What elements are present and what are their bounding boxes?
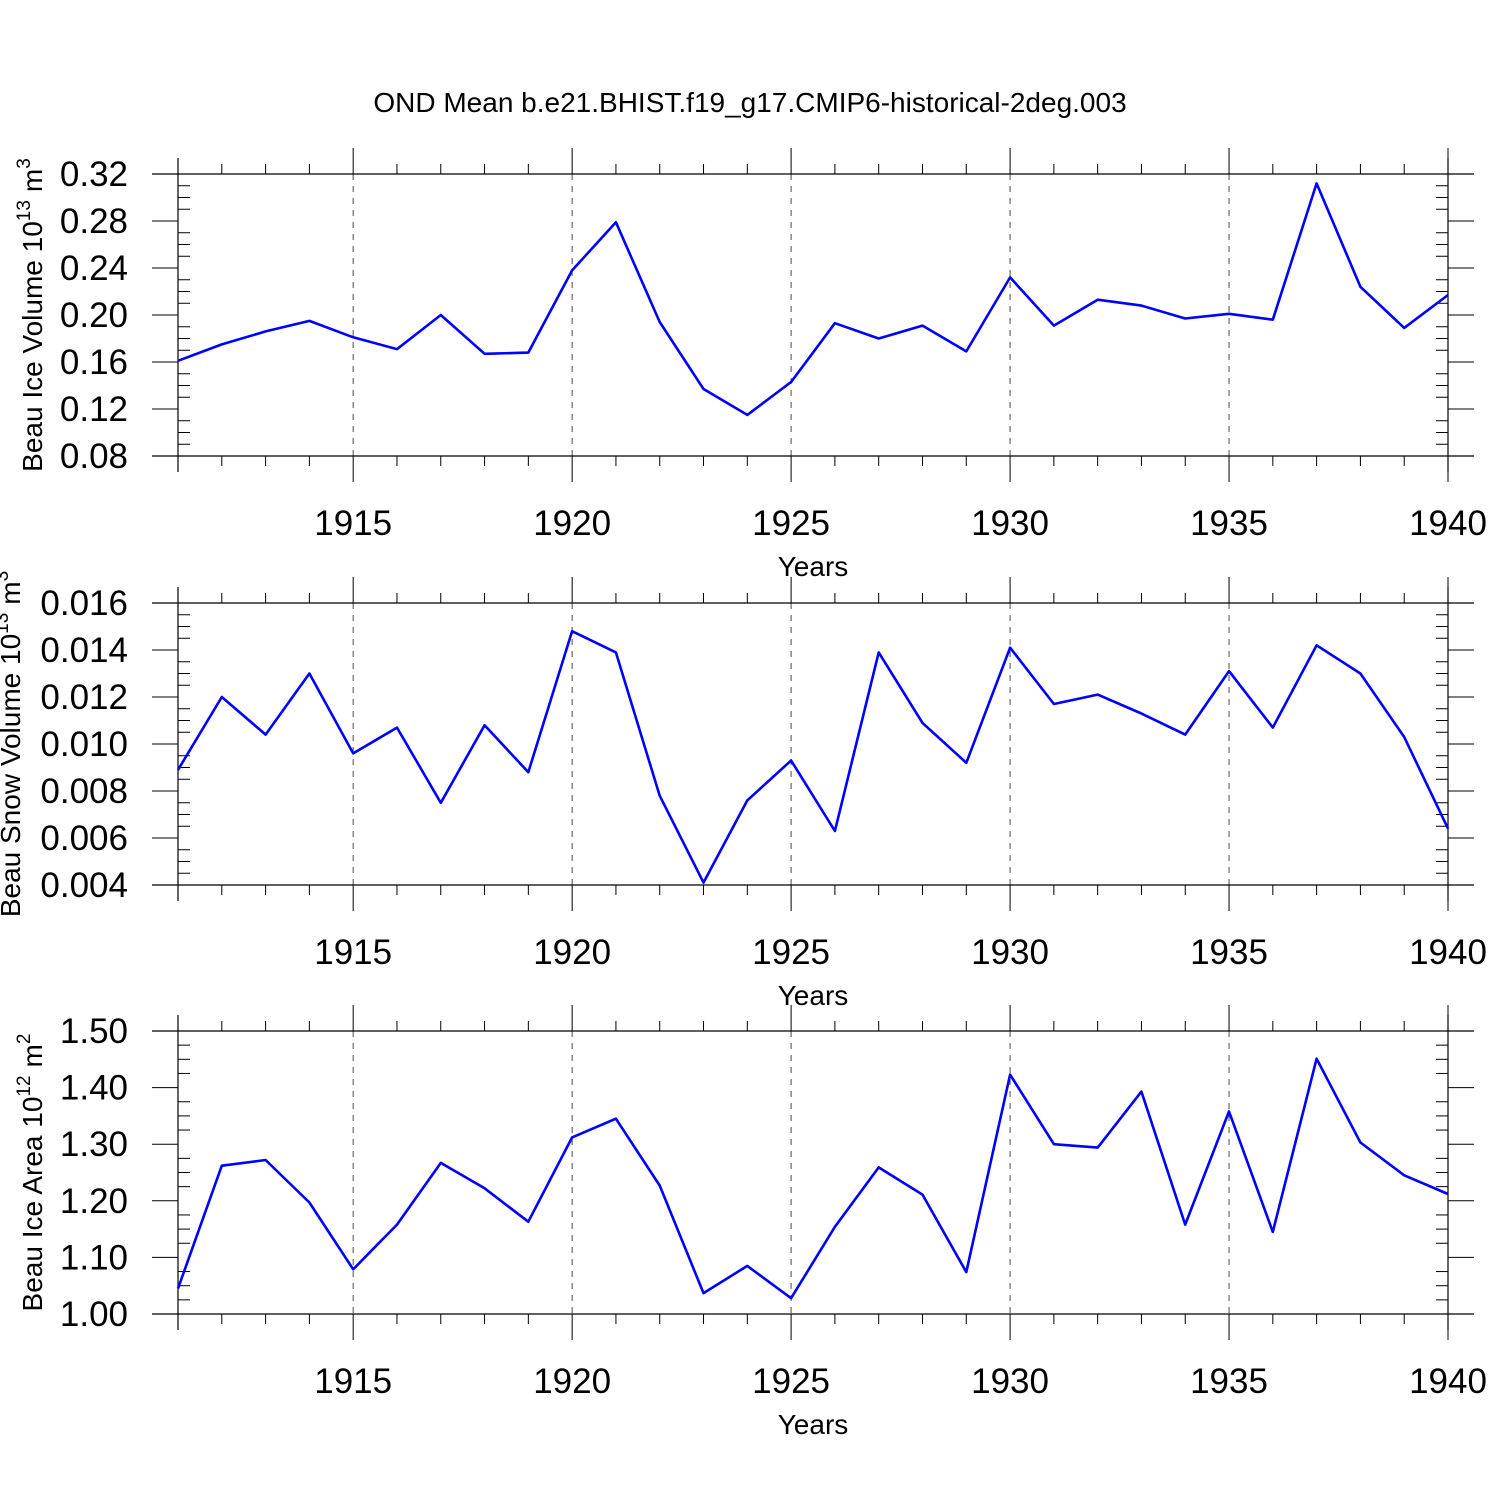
panels: 1915 1920 1925 1930 1935 1940 0.08 0.12 0.16 0.20…	[0, 148, 1487, 1440]
y-axis-label-exponent: 13	[0, 613, 13, 634]
x-tick-label: 1920	[533, 1362, 611, 1401]
x-tick-label: 1930	[971, 933, 1049, 972]
y-tick-label: 0.004	[40, 866, 128, 905]
y-tick-label: 0.28	[60, 202, 128, 241]
y-tick-label: 0.16	[60, 343, 128, 382]
x-tick-label: 1930	[971, 504, 1049, 543]
x-axis-label: Years	[778, 551, 849, 582]
x-tick-label: 1920	[533, 933, 611, 972]
x-tick-label: 1915	[314, 1362, 392, 1401]
y-tick-label: 0.010	[40, 725, 128, 764]
y-tick-label: 1.30	[60, 1125, 128, 1164]
y-tick-label: 1.00	[60, 1295, 128, 1334]
y-tick-label: 0.08	[60, 437, 128, 476]
y-axis-label: Beau Ice Volume 1013 m3	[14, 158, 48, 472]
y-axis-label-text: Beau Snow Volume 10	[0, 634, 26, 917]
y-axis-label-exponent: 13	[14, 200, 35, 221]
x-tick-label: 1940	[1409, 1362, 1487, 1401]
y-tick-label: 0.32	[60, 155, 128, 194]
y-axis-label-text: Beau Ice Area 10	[17, 1097, 48, 1312]
y-tick-label: 0.24	[60, 249, 128, 288]
y-axis-label-unit: m	[17, 169, 48, 192]
y-tick-label: 1.20	[60, 1182, 128, 1221]
x-tick-label: 1915	[314, 504, 392, 543]
y-tick-label: 0.014	[40, 631, 128, 670]
x-tick-label: 1935	[1190, 504, 1268, 543]
y-axis-label: Beau Ice Area 1012 m2	[14, 1034, 48, 1312]
series-line-2	[176, 629, 1450, 884]
y-tick-label: 0.12	[60, 390, 128, 429]
panel-2: 1915 1920 1925 1930 1935 1940 0.004 0.006 0.008 0…	[0, 571, 1487, 1011]
y-tick-label: 0.008	[40, 772, 128, 811]
y-axis-label-exponent: 12	[14, 1075, 35, 1096]
y-tick-label: 0.20	[60, 296, 128, 335]
x-tick-label: 1925	[752, 1362, 830, 1401]
x-tick-label: 1925	[752, 504, 830, 543]
x-axis-label: Years	[778, 1409, 849, 1440]
y-tick-label: 1.10	[60, 1238, 128, 1277]
x-tick-label: 1935	[1190, 933, 1268, 972]
x-tick-label: 1940	[1409, 933, 1487, 972]
y-axis-label-unit: m	[17, 1044, 48, 1067]
y-axis-label-unit: m	[0, 581, 26, 604]
y-axis-label-unit-exponent: 3	[14, 158, 35, 169]
panel-3: 1915 1920 1925 1930 1935 1940 1.00 1.10 1.20 1.30…	[14, 1005, 1487, 1440]
y-tick-label: 0.016	[40, 584, 128, 623]
x-tick-label: 1940	[1409, 504, 1487, 543]
panel-1: 1915 1920 1925 1930 1935 1940 0.08 0.12 0.16 0.20…	[14, 148, 1487, 582]
series-line-3	[176, 1057, 1449, 1300]
y-tick-label: 1.40	[60, 1069, 128, 1108]
x-tick-label: 1915	[314, 933, 392, 972]
y-tick-label: 1.50	[60, 1012, 128, 1051]
x-tick-label: 1925	[752, 933, 830, 972]
series-line-1	[177, 182, 1449, 417]
y-tick-label: 0.012	[40, 678, 128, 717]
y-axis-label-unit-exponent: 2	[14, 1034, 35, 1045]
x-tick-label: 1920	[533, 504, 611, 543]
chart-title: OND Mean b.e21.BHIST.f19_g17.CMIP6-histo…	[373, 87, 1126, 118]
x-tick-label: 1930	[971, 1362, 1049, 1401]
y-axis-label-unit-exponent: 3	[0, 571, 13, 582]
x-tick-label: 1935	[1190, 1362, 1268, 1401]
y-axis-label-text: Beau Ice Volume 10	[17, 221, 48, 472]
y-axis-label: Beau Snow Volume 1013 m3	[0, 571, 26, 917]
x-axis-label: Years	[778, 980, 849, 1011]
y-tick-label: 0.006	[40, 819, 128, 858]
